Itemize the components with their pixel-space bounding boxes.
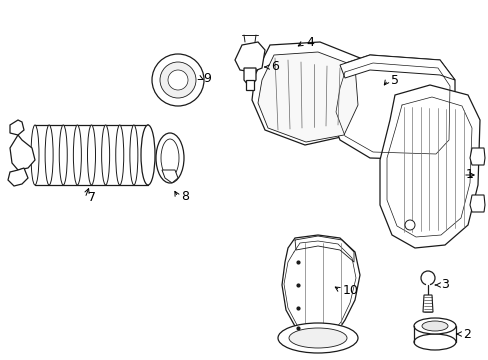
Text: 10: 10 xyxy=(342,284,358,297)
Polygon shape xyxy=(379,85,479,248)
Polygon shape xyxy=(244,68,256,85)
Ellipse shape xyxy=(278,323,357,353)
Circle shape xyxy=(420,271,434,285)
Text: 4: 4 xyxy=(305,36,313,49)
Ellipse shape xyxy=(413,318,455,334)
Ellipse shape xyxy=(59,125,67,185)
Ellipse shape xyxy=(288,328,346,348)
Ellipse shape xyxy=(45,125,53,185)
Circle shape xyxy=(404,220,414,230)
Polygon shape xyxy=(10,120,24,135)
Circle shape xyxy=(160,62,196,98)
Text: 3: 3 xyxy=(440,279,448,292)
Polygon shape xyxy=(235,42,264,72)
Ellipse shape xyxy=(31,125,39,185)
Polygon shape xyxy=(282,235,359,340)
Text: 1: 1 xyxy=(465,168,473,181)
Polygon shape xyxy=(10,135,35,170)
Polygon shape xyxy=(469,195,484,212)
Polygon shape xyxy=(258,52,357,142)
Ellipse shape xyxy=(141,125,155,185)
Ellipse shape xyxy=(156,133,183,183)
Ellipse shape xyxy=(161,139,179,177)
Polygon shape xyxy=(162,170,178,183)
Text: 2: 2 xyxy=(462,328,470,341)
Polygon shape xyxy=(422,295,432,312)
Ellipse shape xyxy=(102,125,109,185)
Polygon shape xyxy=(329,55,454,160)
Ellipse shape xyxy=(421,321,447,331)
Text: 6: 6 xyxy=(270,60,278,73)
Circle shape xyxy=(168,70,187,90)
Text: 7: 7 xyxy=(88,192,96,204)
Ellipse shape xyxy=(116,125,123,185)
Ellipse shape xyxy=(143,125,152,185)
Ellipse shape xyxy=(87,125,95,185)
Polygon shape xyxy=(339,55,454,80)
Ellipse shape xyxy=(73,125,81,185)
Circle shape xyxy=(152,54,203,106)
Polygon shape xyxy=(251,42,364,145)
Polygon shape xyxy=(8,168,28,186)
Polygon shape xyxy=(245,80,253,90)
Ellipse shape xyxy=(130,125,138,185)
Text: 9: 9 xyxy=(203,72,210,85)
Text: 8: 8 xyxy=(181,190,189,203)
Polygon shape xyxy=(469,148,484,165)
Ellipse shape xyxy=(413,334,455,350)
Text: 5: 5 xyxy=(390,73,398,86)
